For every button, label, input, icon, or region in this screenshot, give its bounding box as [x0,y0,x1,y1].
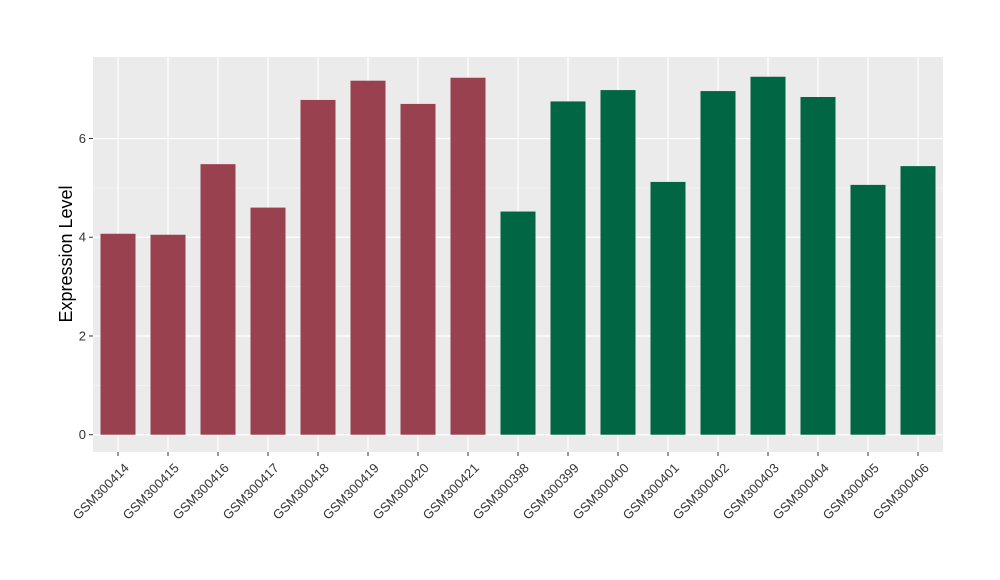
bar-GSM300399 [550,101,586,435]
bar-GSM300406 [900,166,936,435]
y-tick-label: 6 [79,131,86,146]
bar-GSM300400 [600,90,636,435]
bar-GSM300398 [500,211,536,435]
bars [100,76,936,435]
x-axis: GSM300414GSM300415GSM300416GSM300417GSM3… [70,452,932,523]
bar-GSM300414 [100,233,136,435]
bar-GSM300418 [300,99,336,435]
y-tick-label: 4 [79,230,86,245]
bar-GSM300403 [750,76,786,435]
bar-GSM300401 [650,181,686,435]
bar-GSM300417 [250,207,286,435]
bar-GSM300420 [400,103,436,435]
bar-GSM300405 [850,184,886,435]
bar-GSM300416 [200,164,236,435]
bar-GSM300419 [350,80,386,435]
bar-GSM300402 [700,91,736,435]
y-tick-label: 2 [79,328,86,343]
y-axis: 0 2 4 6 [79,131,93,442]
bar-GSM300421 [450,77,486,435]
bar-GSM300415 [150,234,186,435]
y-axis-title: Expression Level [56,185,76,322]
bar-GSM300404 [800,96,836,435]
y-tick-label: 0 [79,427,86,442]
